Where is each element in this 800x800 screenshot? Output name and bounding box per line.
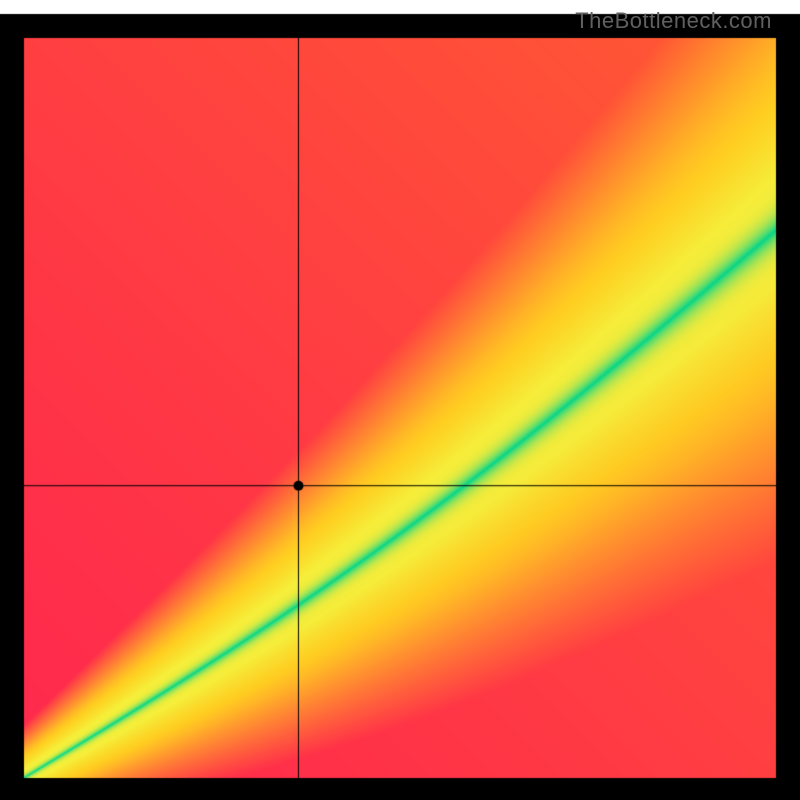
bottleneck-heatmap [0, 0, 800, 800]
watermark-text: TheBottleneck.com [575, 8, 772, 34]
